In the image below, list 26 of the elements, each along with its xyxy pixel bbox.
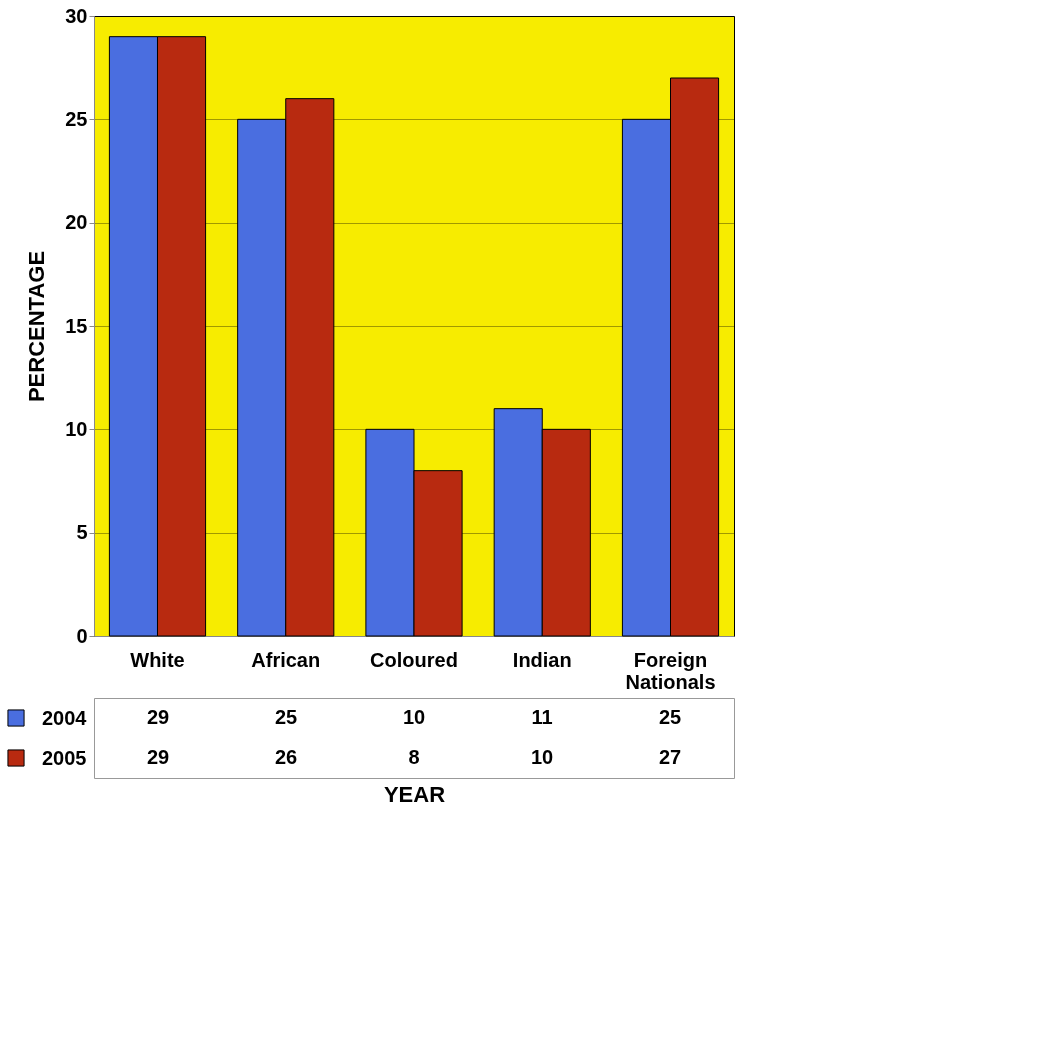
data-label: 29 [146, 706, 170, 728]
data-label: 29 [146, 746, 170, 768]
legend-label: 2005 [42, 746, 87, 769]
y-tick-label: 5 [76, 521, 88, 544]
data-label: 10 [530, 746, 554, 768]
y-tick-label: 15 [65, 314, 88, 337]
y-tick-label: 10 [65, 417, 88, 440]
y-tick-label: 25 [65, 107, 88, 130]
x-tick-label: Foreign Nationals [625, 648, 716, 693]
x-tick-label: Indian [512, 648, 572, 671]
y-tick-label: 0 [76, 624, 88, 647]
data-label: 26 [274, 746, 298, 768]
x-axis-title: YEAR [383, 781, 446, 807]
data-label: 25 [274, 706, 298, 728]
data-label: 10 [402, 706, 426, 728]
data-label: 11 [531, 706, 553, 728]
data-label: 8 [408, 746, 420, 768]
legend-label: 2004 [42, 706, 88, 729]
data-label: 25 [658, 706, 682, 728]
y-tick-label: 20 [65, 211, 88, 234]
y-axis-title: PERCENTAGE [24, 250, 50, 403]
y-tick-label: 30 [65, 4, 88, 27]
x-tick-label: White [130, 648, 185, 671]
x-tick-label: African [251, 648, 321, 671]
x-tick-label: Coloured [370, 648, 458, 671]
data-label: 27 [658, 746, 682, 768]
